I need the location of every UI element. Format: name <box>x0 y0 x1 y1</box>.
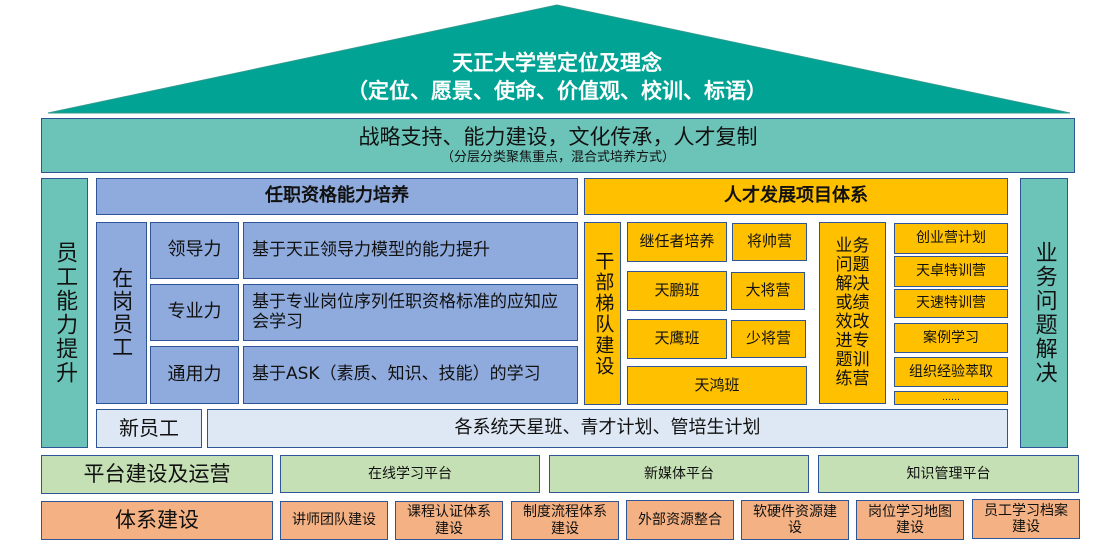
platform-online: 在线学习平台 <box>280 455 540 493</box>
list-org-experience: 组织经验萃取 <box>894 357 1008 387</box>
program-jiangshuai: 将帅营 <box>732 223 807 261</box>
roof-subtitle: （定位、愿景、使命、价值观、校训、标语） <box>347 79 767 103</box>
left-pillar: 员工能力提升 <box>41 178 88 448</box>
program-tianpeng: 天鹏班 <box>627 271 727 311</box>
band-subtitle: （分层分类聚焦重点，混合式培养方式） <box>440 150 675 166</box>
list-more: …… <box>894 391 1008 405</box>
list-case-study: 案例学习 <box>894 323 1008 353</box>
row-label-professional: 专业力 <box>150 284 239 341</box>
row-label-leadership: 领导力 <box>150 222 239 279</box>
system-learning-map: 岗位学习地图建设 <box>856 500 964 540</box>
system-external: 外部资源整合 <box>626 500 734 540</box>
roof-title: 天正大学堂定位及理念 <box>452 51 662 75</box>
new-staff-label: 新员工 <box>96 409 202 448</box>
list-tiansu: 天速特训营 <box>894 289 1008 318</box>
platform-new-media: 新媒体平台 <box>549 455 809 493</box>
program-shaojiang: 少将营 <box>731 320 806 358</box>
program-tianying: 天鹰班 <box>627 319 727 359</box>
platform-label: 平台建设及运营 <box>41 455 273 494</box>
list-chuangye: 创业营计划 <box>894 223 1008 254</box>
row-desc-general: 基于ASK（素质、知识、技能）的学习 <box>243 346 578 404</box>
row-desc-professional: 基于专业岗位序列任职资格标准的应知应会学习 <box>243 284 578 341</box>
list-tianzhuo: 天卓特训营 <box>894 256 1008 287</box>
business-camp: 业务问题解决或绩效改进专题训练营 <box>819 222 886 404</box>
system-course: 课程认证体系建设 <box>395 501 503 540</box>
strategy-band: 战略支持、能力建设，文化传承，人才复制 （分层分类聚焦重点，混合式培养方式） <box>41 118 1075 173</box>
business-camp-text: 业务问题解决或绩效改进专题训练营 <box>835 235 870 390</box>
program-dajiang: 大将营 <box>731 272 805 310</box>
platform-knowledge: 知识管理平台 <box>818 455 1079 493</box>
system-process: 制度流程体系建设 <box>511 501 619 540</box>
right-pillar: 业务问题解决 <box>1020 178 1068 448</box>
program-successor: 继任者培养 <box>627 222 727 262</box>
program-tianhong: 天鸿班 <box>627 366 807 405</box>
qualification-header: 任职资格能力培养 <box>96 178 578 215</box>
roof-shape <box>47 4 1071 114</box>
talent-header: 人才发展项目体系 <box>584 178 1008 215</box>
system-lecturer: 讲师团队建设 <box>280 501 388 540</box>
row-label-general: 通用力 <box>150 346 239 404</box>
band-title: 战略支持、能力建设，文化传承，人才复制 <box>358 124 758 149</box>
system-hardware: 软硬件资源建设 <box>741 500 849 540</box>
new-staff-desc: 各系统天星班、青才计划、管培生计划 <box>207 409 1008 448</box>
system-archive: 员工学习档案建设 <box>972 499 1080 539</box>
row-desc-leadership: 基于天正领导力模型的能力提升 <box>243 222 578 279</box>
qualification-group: 在岗员工 <box>96 222 147 404</box>
system-label: 体系建设 <box>41 501 273 540</box>
cadre-box: 干部梯队建设 <box>584 222 621 405</box>
